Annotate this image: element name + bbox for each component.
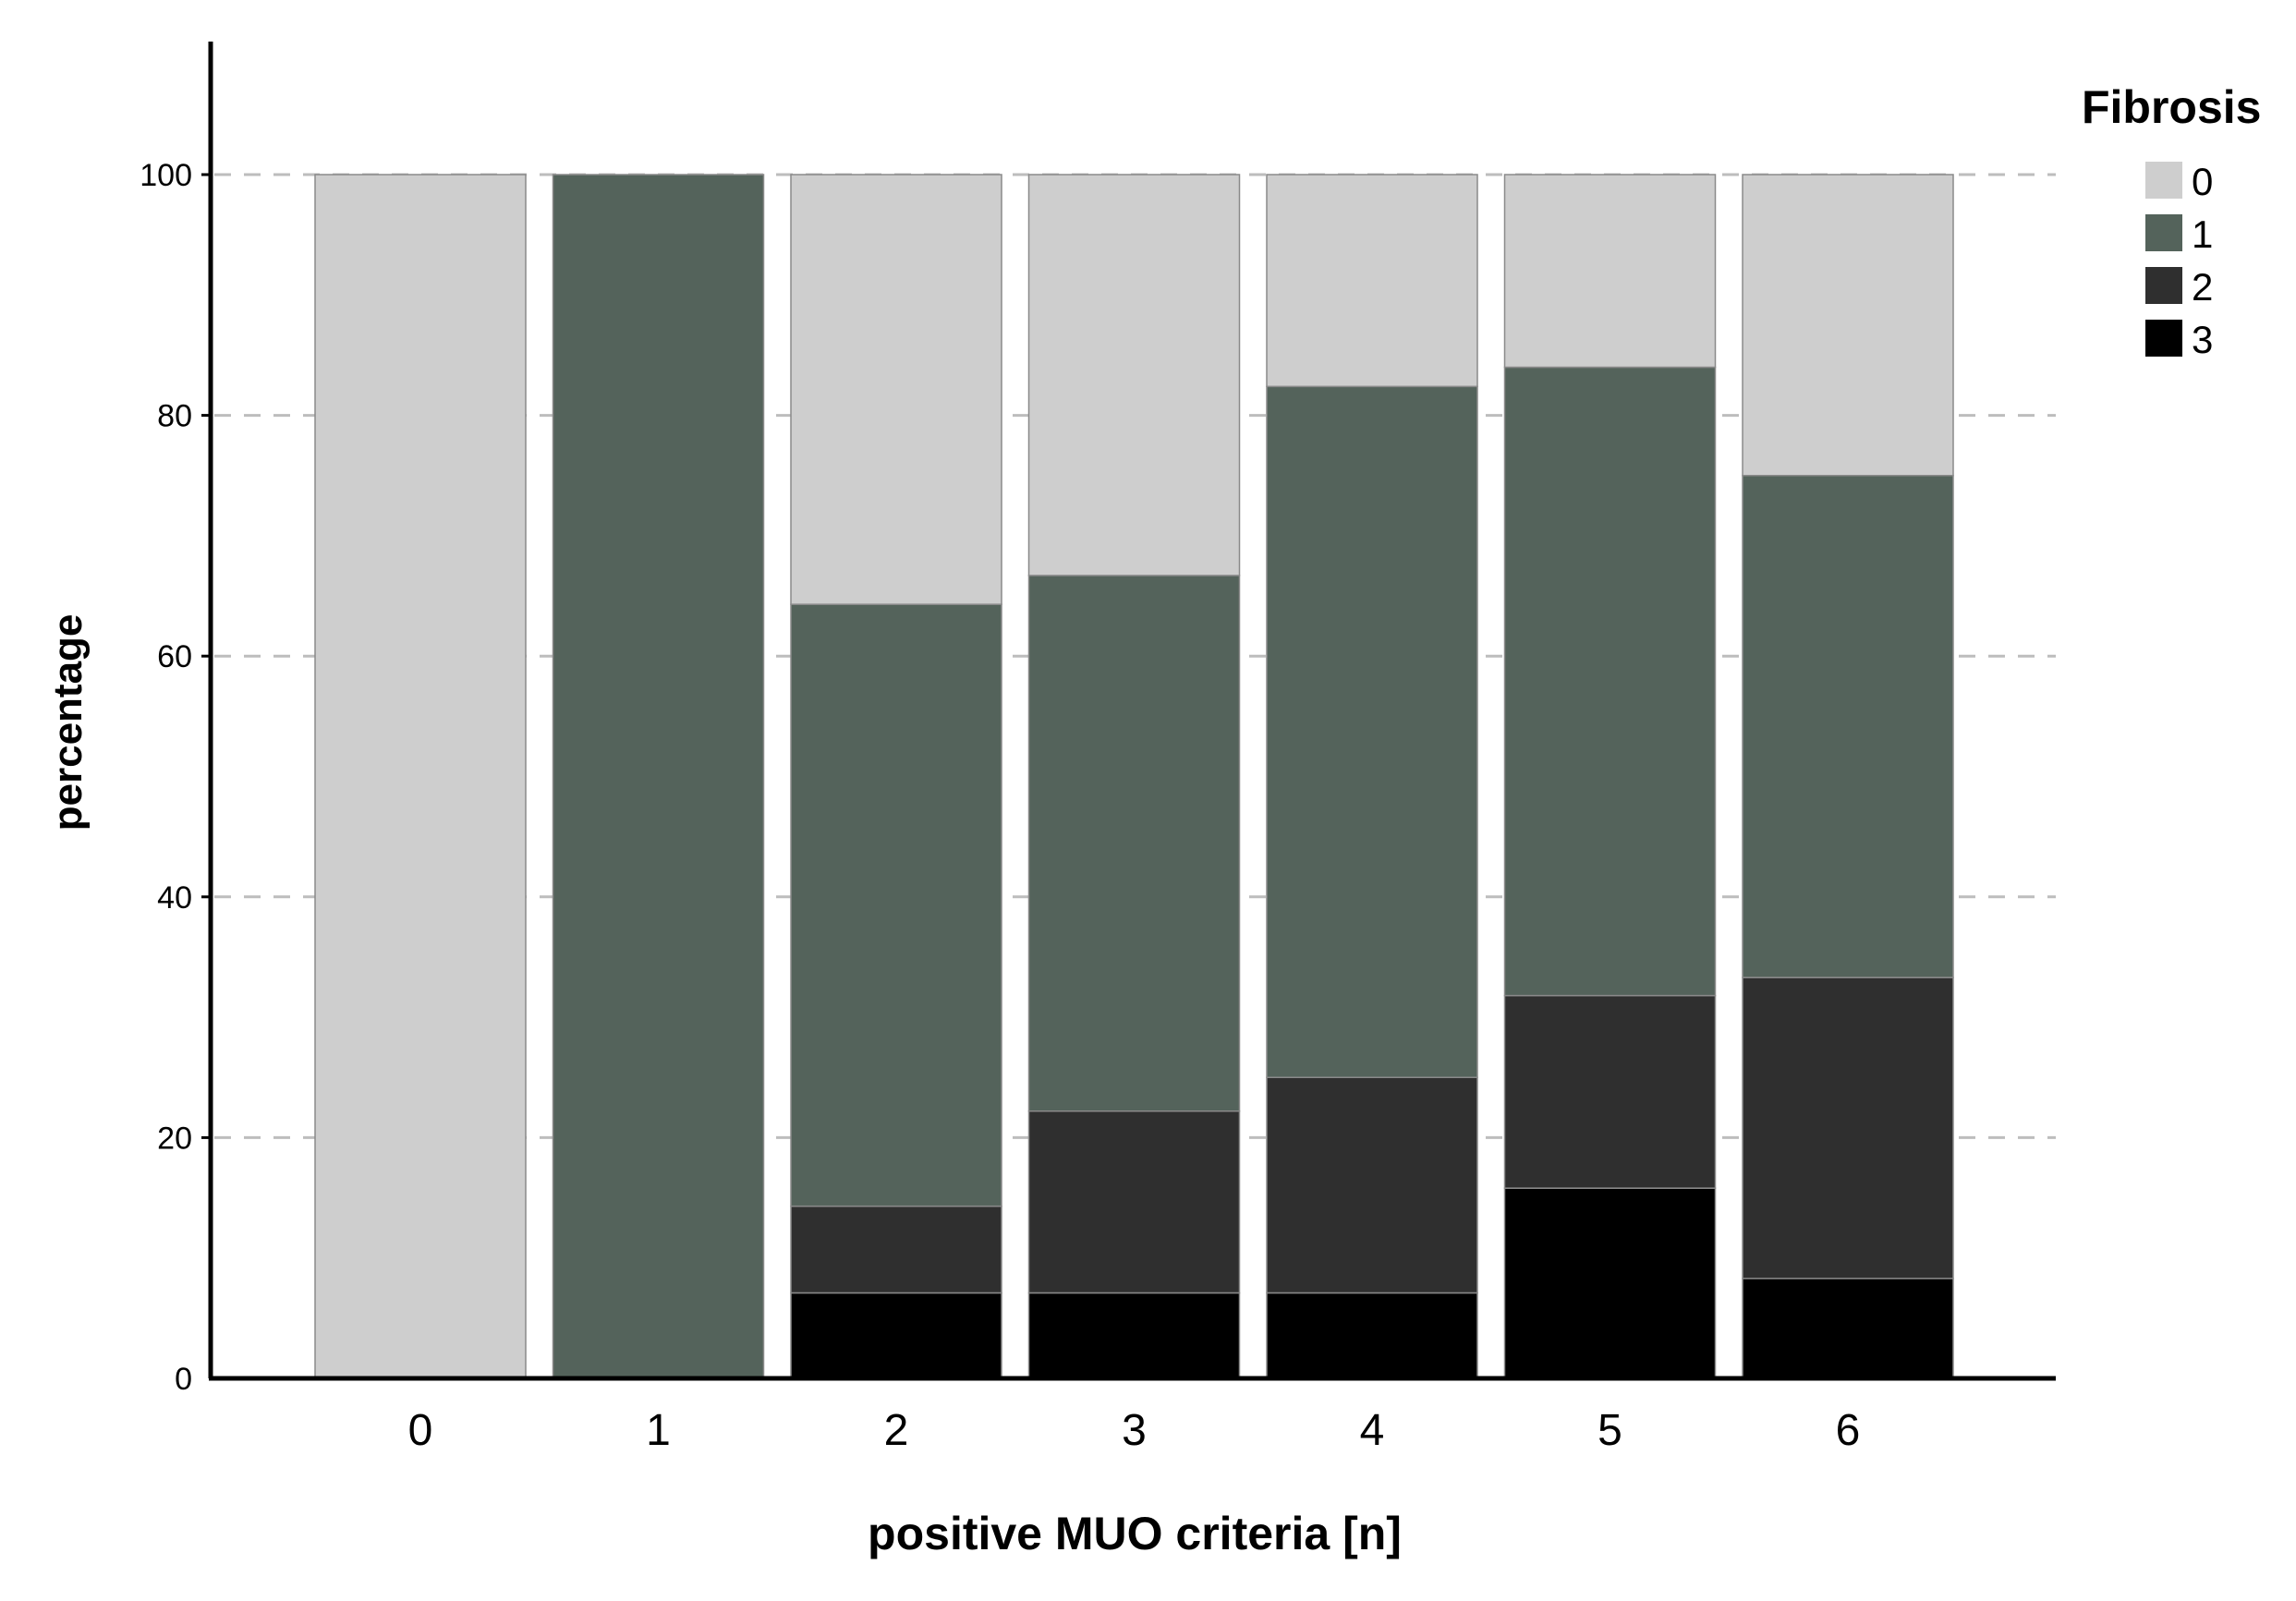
bar-segment-4-fibrosis-1	[1266, 385, 1478, 1078]
x-axis-title: positive MUO criteria [n]	[868, 1508, 1402, 1559]
legend-label-3: 3	[2192, 318, 2213, 361]
bar-segment-2-fibrosis-0	[790, 174, 1002, 605]
legend-label-2: 2	[2192, 265, 2213, 309]
x-tick-label: 2	[884, 1406, 909, 1455]
bar-segment-4-fibrosis-3	[1266, 1292, 1478, 1379]
bar-segment-6-fibrosis-2	[1742, 976, 1954, 1280]
x-tick-label: 5	[1597, 1406, 1622, 1455]
bar-segment-3-fibrosis-1	[1027, 575, 1241, 1112]
y-axis-title: percentage	[45, 614, 91, 831]
legend: Fibrosis 0 1 2 3	[2082, 81, 2261, 361]
bar-segment-4-fibrosis-2	[1266, 1076, 1478, 1294]
legend-label-0: 0	[2192, 160, 2213, 203]
legend-swatch-2	[2145, 267, 2182, 304]
bars	[314, 174, 1954, 1379]
y-tick-labels: 0 20 40 60 80 100	[140, 158, 192, 1397]
bar-segment-5-fibrosis-1	[1503, 366, 1717, 997]
bar-segment-4-fibrosis-0	[1266, 174, 1478, 388]
legend-label-1: 1	[2192, 212, 2213, 256]
legend-swatch-0	[2145, 162, 2182, 199]
y-tick-label: 80	[157, 399, 192, 434]
y-tick-label: 0	[175, 1362, 192, 1397]
y-tick-label: 60	[157, 639, 192, 674]
x-tick-label: 4	[1360, 1406, 1385, 1455]
x-tick-label: 3	[1122, 1406, 1147, 1455]
bar-segment-2-fibrosis-3	[790, 1292, 1002, 1379]
axes	[208, 42, 2056, 1381]
bar-segment-6-fibrosis-0	[1742, 174, 1954, 477]
bar-segment-0-fibrosis-0	[314, 174, 527, 1379]
y-tick-label: 100	[140, 158, 192, 193]
x-tick-labels: 0 1 2 3 4 5 6	[408, 1406, 1861, 1455]
y-tick-label: 20	[157, 1121, 192, 1156]
bar-segment-6-fibrosis-3	[1742, 1278, 1954, 1379]
bar-segment-3-fibrosis-3	[1027, 1292, 1241, 1379]
bar-segment-5-fibrosis-2	[1503, 994, 1717, 1189]
x-tick-label: 0	[408, 1406, 433, 1455]
bar-segment-5-fibrosis-0	[1503, 174, 1717, 369]
y-tick-label: 40	[157, 880, 192, 916]
bar-segment-5-fibrosis-3	[1503, 1187, 1717, 1379]
bar-segment-2-fibrosis-1	[790, 603, 1002, 1207]
bar-segment-1-fibrosis-1	[552, 174, 765, 1379]
legend-title: Fibrosis	[2082, 81, 2261, 133]
bar-segment-3-fibrosis-2	[1027, 1110, 1241, 1294]
legend-swatch-3	[2145, 320, 2182, 357]
bar-segment-3-fibrosis-0	[1027, 174, 1241, 576]
x-tick-label: 1	[646, 1406, 671, 1455]
legend-swatch-1	[2145, 214, 2182, 251]
bar-segment-2-fibrosis-2	[790, 1205, 1002, 1294]
bar-segment-6-fibrosis-1	[1742, 475, 1954, 978]
x-tick-label: 6	[1836, 1406, 1861, 1455]
